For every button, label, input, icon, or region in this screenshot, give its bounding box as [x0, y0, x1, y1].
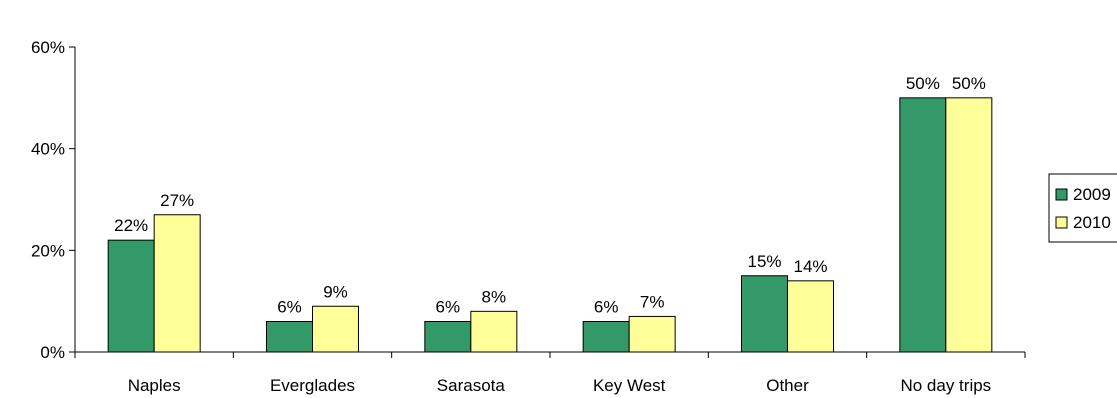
- y-tick-label: 20%: [31, 241, 65, 260]
- data-label-2009: 6%: [594, 298, 619, 317]
- y-tick-label: 0%: [40, 343, 65, 362]
- y-tick-label: 40%: [31, 140, 65, 159]
- chart-axes: 0% 20% 40% 60% Naples Everglades Sarasota Key W…: [31, 38, 1026, 395]
- legend-swatch-2010: [1055, 216, 1068, 229]
- bar-2009: [266, 321, 313, 353]
- chart-legend: 2009 2010: [1048, 173, 1117, 243]
- bar-2009: [741, 275, 788, 353]
- bar-2010: [945, 97, 993, 353]
- bar-2010: [470, 310, 518, 353]
- bar-2009: [582, 321, 630, 353]
- data-label-2010: 27%: [160, 191, 194, 210]
- bar-2010: [312, 305, 359, 353]
- data-label-2009: 50%: [906, 74, 940, 93]
- data-label-2009: 15%: [747, 252, 781, 271]
- data-label-2010: 9%: [323, 282, 348, 301]
- bar-2009: [899, 97, 947, 353]
- data-label-2010: 14%: [793, 257, 827, 276]
- x-category-label: Other: [766, 376, 809, 395]
- x-category-label: Naples: [128, 376, 181, 395]
- data-label-2010: 7%: [640, 292, 665, 311]
- x-category-label: No day trips: [900, 376, 991, 395]
- legend-swatch-2009: [1055, 188, 1068, 201]
- x-category-label: Sarasota: [437, 376, 506, 395]
- bar-2010: [153, 214, 201, 353]
- legend-box: [1048, 173, 1117, 243]
- bar-2009: [107, 239, 155, 353]
- x-category-label: Everglades: [270, 376, 355, 395]
- y-tick-label: 60%: [31, 38, 65, 57]
- data-label-2009: 6%: [277, 298, 302, 317]
- bar-2010: [787, 280, 834, 353]
- bar-2010: [628, 315, 676, 353]
- data-label-2010: 50%: [952, 74, 986, 93]
- bar-2009: [424, 321, 472, 353]
- chart-data-labels: 22% 27% 6% 9% 6% 8% 6% 7% 15% 14% 50% 50%: [114, 74, 986, 317]
- x-category-label: Key West: [593, 376, 666, 395]
- chart-bars: [107, 97, 993, 353]
- data-label-2009: 22%: [114, 216, 148, 235]
- data-label-2010: 8%: [482, 287, 507, 306]
- legend-label-2010: 2010: [1073, 213, 1111, 232]
- legend-label-2009: 2009: [1073, 185, 1111, 204]
- data-label-2009: 6%: [436, 298, 461, 317]
